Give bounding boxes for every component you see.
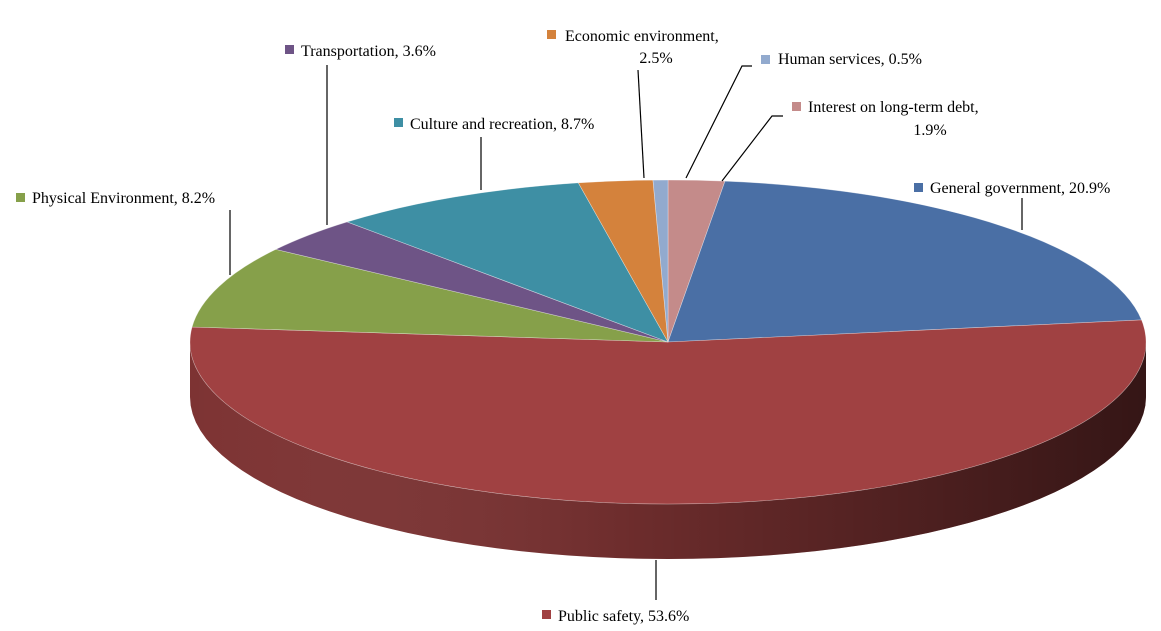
pie-slice-general-government bbox=[667, 180, 1142, 343]
pie-slices bbox=[189, 179, 1147, 505]
pie-slice-physical-environment bbox=[191, 249, 669, 343]
pie-sides bbox=[190, 342, 1146, 559]
data-label-economic-environment-line-2: 2.5% bbox=[639, 50, 672, 67]
data-label-interest-on-long-term-debt-line-2: 1.9% bbox=[913, 122, 946, 139]
leader-line-economic-environment bbox=[637, 69, 645, 179]
legend-marker-physical-environment bbox=[16, 193, 25, 202]
legend-marker-general-government bbox=[914, 183, 923, 192]
leader-lines bbox=[229, 65, 1023, 600]
pie-slice-human-services bbox=[652, 179, 669, 343]
data-label-economic-environment: Economic environment, bbox=[565, 28, 719, 45]
leader-line-human-services bbox=[685, 65, 752, 179]
data-label-human-services: Human services, 0.5% bbox=[778, 51, 922, 68]
legend-marker-economic-environment bbox=[547, 30, 556, 39]
data-label-general-government: General government, 20.9% bbox=[930, 180, 1110, 197]
data-label-public-safety: Public safety, 53.6% bbox=[558, 608, 689, 625]
pie-slice-culture-and-recreation bbox=[346, 182, 669, 343]
data-labels: Interest on long-term debt, 1.9% General g… bbox=[16, 28, 1110, 625]
pie-side-shade-2-0 bbox=[190, 342, 1146, 559]
legend-marker-human-services bbox=[761, 55, 770, 64]
data-label-interest-on-long-term-debt: Interest on long-term debt, bbox=[808, 99, 979, 116]
legend-marker-culture-and-recreation bbox=[394, 118, 403, 127]
legend-marker-interest-on-long-term-debt bbox=[792, 102, 801, 111]
pie-slice-public-safety bbox=[189, 319, 1147, 505]
legend-marker-transportation bbox=[285, 45, 294, 54]
data-label-physical-environment: Physical Environment, 8.2% bbox=[32, 190, 215, 207]
data-label-transportation: Transportation, 3.6% bbox=[301, 43, 436, 60]
leader-line-interest-on-long-term-debt bbox=[721, 115, 783, 182]
data-label-culture-and-recreation: Culture and recreation, 8.7% bbox=[410, 116, 594, 133]
legend-marker-public-safety bbox=[542, 610, 551, 619]
